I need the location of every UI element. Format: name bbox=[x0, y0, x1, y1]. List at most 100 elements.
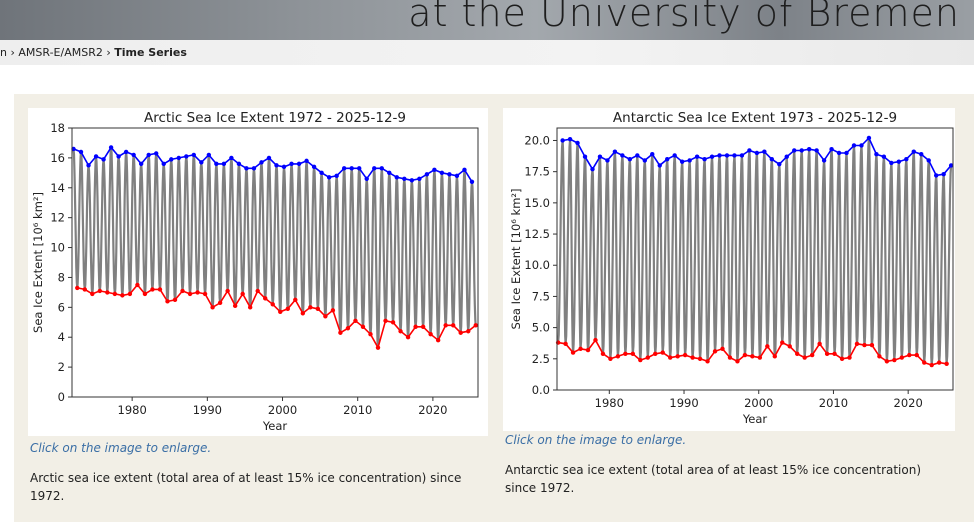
annual-max-point bbox=[341, 166, 347, 171]
annual-max-point bbox=[732, 153, 737, 158]
annual-max-point bbox=[304, 158, 309, 164]
annual-min-point bbox=[727, 355, 733, 360]
annual-min-point bbox=[623, 351, 628, 357]
annual-max-point bbox=[919, 152, 924, 157]
breadcrumb-item[interactable]: AMSR-E/AMSR2 bbox=[18, 46, 103, 59]
annual-min-point bbox=[593, 337, 598, 343]
annual-min-point bbox=[914, 352, 919, 358]
annual-max-point bbox=[387, 170, 392, 176]
annual-min-point bbox=[360, 324, 366, 329]
annual-min-point bbox=[892, 357, 897, 363]
annual-max-point bbox=[229, 155, 234, 161]
annual-min-point bbox=[697, 356, 703, 362]
annual-max-point bbox=[784, 154, 789, 159]
annual-min-point bbox=[458, 330, 463, 335]
annual-min-point bbox=[420, 324, 426, 329]
annual-min-point bbox=[877, 354, 882, 359]
arctic-chart: Arctic Sea Ice Extent 1972 - 2025-12-9 0 2… bbox=[31, 110, 479, 433]
annual-max-point bbox=[244, 166, 249, 171]
annual-min-point bbox=[195, 290, 200, 295]
y-tick-label: 8 bbox=[58, 270, 65, 284]
x-tick-label: 2010 bbox=[343, 403, 372, 417]
annual-min-point bbox=[936, 360, 942, 365]
annual-min-point bbox=[638, 357, 643, 363]
y-tick-label: 7.5 bbox=[532, 289, 550, 303]
annual-min-point bbox=[300, 311, 306, 316]
x-tick-label: 1990 bbox=[193, 403, 222, 417]
annual-max-point bbox=[462, 167, 467, 173]
annual-min-point bbox=[413, 324, 418, 329]
antarctic-enlarge-link[interactable]: Click on the image to enlarge. bbox=[505, 433, 687, 447]
annual-min-point bbox=[660, 350, 665, 355]
annual-min-point bbox=[690, 355, 695, 360]
annual-max-point bbox=[372, 166, 377, 171]
annual-max-point bbox=[93, 154, 99, 159]
antarctic-chart-image[interactable]: Antarctic Sea Ice Extent 1973 - 2025-12-… bbox=[503, 108, 955, 431]
annual-max-point bbox=[349, 166, 354, 171]
breadcrumb-item[interactable]: n bbox=[0, 46, 7, 59]
annual-max-point bbox=[469, 179, 475, 184]
annual-min-point bbox=[390, 320, 396, 325]
annual-min-point bbox=[473, 323, 478, 328]
annual-min-point bbox=[90, 291, 95, 297]
annual-max-point bbox=[296, 161, 302, 167]
annual-max-point bbox=[665, 156, 670, 162]
annual-min-point bbox=[944, 361, 949, 366]
annual-min-point bbox=[255, 288, 260, 294]
annual-max-point bbox=[948, 163, 954, 168]
annual-min-point bbox=[105, 290, 110, 295]
annual-max-point bbox=[123, 149, 129, 155]
annual-max-point bbox=[881, 154, 887, 159]
annual-max-point bbox=[364, 176, 369, 182]
annual-max-point bbox=[844, 150, 849, 156]
annual-max-point bbox=[679, 159, 685, 164]
annual-max-point bbox=[447, 172, 452, 177]
annual-max-point bbox=[866, 135, 872, 141]
plot-frame bbox=[556, 127, 954, 391]
annual-max-point bbox=[590, 166, 595, 172]
annual-max-point bbox=[926, 158, 931, 163]
arctic-enlarge-link[interactable]: Click on the image to enlarge. bbox=[30, 441, 212, 455]
annual-min-point bbox=[278, 309, 283, 315]
annual-min-point bbox=[750, 354, 755, 359]
annual-min-point bbox=[795, 351, 800, 357]
annual-min-point bbox=[772, 354, 777, 359]
breadcrumb-separator: › bbox=[106, 46, 111, 59]
annual-max-point bbox=[762, 149, 767, 154]
annual-max-point bbox=[154, 151, 159, 156]
annual-max-point bbox=[627, 156, 633, 162]
annual-max-point bbox=[896, 159, 902, 164]
annual-max-point bbox=[311, 164, 317, 170]
annual-min-point bbox=[712, 349, 718, 354]
annual-min-point bbox=[368, 332, 373, 337]
annual-max-point bbox=[184, 154, 189, 159]
annual-min-point bbox=[450, 323, 456, 328]
annual-max-point bbox=[319, 170, 324, 176]
annual-max-point bbox=[933, 173, 939, 178]
annual-max-point bbox=[567, 137, 573, 142]
annual-max-point bbox=[777, 161, 782, 167]
annual-max-point bbox=[821, 158, 827, 163]
annual-min-point bbox=[899, 355, 905, 360]
annual-min-point bbox=[578, 346, 583, 352]
arctic-chart-image[interactable]: Arctic Sea Ice Extent 1972 - 2025-12-9 0 2… bbox=[28, 108, 488, 436]
annual-max-point bbox=[101, 157, 106, 162]
annual-max-point bbox=[289, 161, 294, 167]
annual-min-point bbox=[563, 341, 568, 347]
y-tick-label: 5.0 bbox=[532, 321, 550, 335]
annual-min-point bbox=[757, 355, 763, 360]
annual-max-point bbox=[904, 156, 909, 162]
annual-max-point bbox=[829, 147, 834, 152]
annual-min-point bbox=[466, 329, 471, 334]
annual-min-point bbox=[682, 352, 688, 358]
annual-min-point bbox=[832, 351, 837, 357]
annual-max-point bbox=[911, 149, 916, 154]
annual-max-point bbox=[161, 161, 166, 167]
annual-max-point bbox=[281, 164, 287, 170]
annual-max-point bbox=[259, 160, 264, 165]
x-tick-label: 1990 bbox=[669, 396, 698, 410]
antarctic-chart: Antarctic Sea Ice Extent 1973 - 2025-12-… bbox=[509, 110, 954, 426]
annual-min-point bbox=[187, 291, 193, 297]
annual-max-point bbox=[221, 161, 227, 167]
annual-max-point bbox=[131, 152, 136, 158]
